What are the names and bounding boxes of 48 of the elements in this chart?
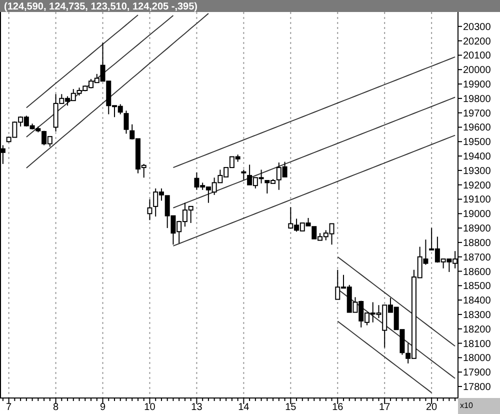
- x-tick-label: 9: [100, 402, 106, 413]
- y-tick-label: 18000: [463, 353, 492, 364]
- y-tick-label: 20200: [463, 36, 492, 48]
- line-series: [26, 14, 174, 138]
- text: x10: [460, 401, 474, 410]
- x-tick-label: 8: [53, 402, 59, 413]
- line-series: [172, 56, 456, 168]
- y-tick-label: 17900: [463, 368, 492, 379]
- y-tick-label: 18500: [463, 281, 492, 292]
- y-tick-label: 19900: [463, 80, 492, 91]
- line-series: [337, 320, 432, 394]
- candlestick: [124, 110, 129, 134]
- y-tick-label: 18600: [463, 266, 492, 278]
- x-tick-label: 17: [379, 402, 391, 413]
- x-tick-label: 20: [426, 402, 438, 413]
- y-tick-label: 18300: [463, 310, 492, 321]
- x-tick-label: 14: [238, 402, 250, 413]
- x-tick-label: 10: [144, 402, 156, 413]
- x-tick-label: 15: [285, 402, 297, 413]
- y-tick-label: 19500: [463, 137, 492, 148]
- y-tick-label: 19800: [463, 94, 492, 105]
- y-tick-label: 19000: [463, 209, 492, 220]
- line-series: [172, 134, 456, 246]
- y-tick-label: 19400: [463, 152, 492, 163]
- line-series: [26, 12, 209, 168]
- y-tick-label: 18100: [463, 338, 492, 350]
- chart-title: (124,590, 124,735, 123,510, 124,205 -,395): [4, 2, 198, 12]
- y-tick-label: 19200: [463, 180, 492, 192]
- y-tick-label: 18200: [463, 324, 492, 336]
- y-tick-label: 18700: [463, 252, 492, 264]
- candlestick: [147, 198, 152, 221]
- y-tick-label: 20300: [463, 22, 492, 33]
- line-series: [172, 96, 456, 208]
- y-tick-label: 18900: [463, 224, 492, 235]
- y-tick-label: 20100: [463, 50, 492, 62]
- y-tick-label: 18400: [463, 296, 492, 307]
- candlestick: [241, 169, 246, 180]
- y-tick-label: 19700: [463, 108, 492, 120]
- line-series: [26, 14, 138, 108]
- y-tick-label: 19100: [463, 194, 492, 206]
- y-tick-label: 19600: [463, 122, 492, 134]
- line-series: [337, 256, 456, 347]
- y-tick-label: 18800: [463, 238, 492, 249]
- y-tick-label: 17800: [463, 382, 492, 393]
- y-tick-label: 20000: [463, 65, 492, 76]
- x-tick-label: 13: [191, 402, 203, 413]
- x-tick-label: 16: [332, 402, 344, 413]
- y-tick-label: 19300: [463, 166, 492, 177]
